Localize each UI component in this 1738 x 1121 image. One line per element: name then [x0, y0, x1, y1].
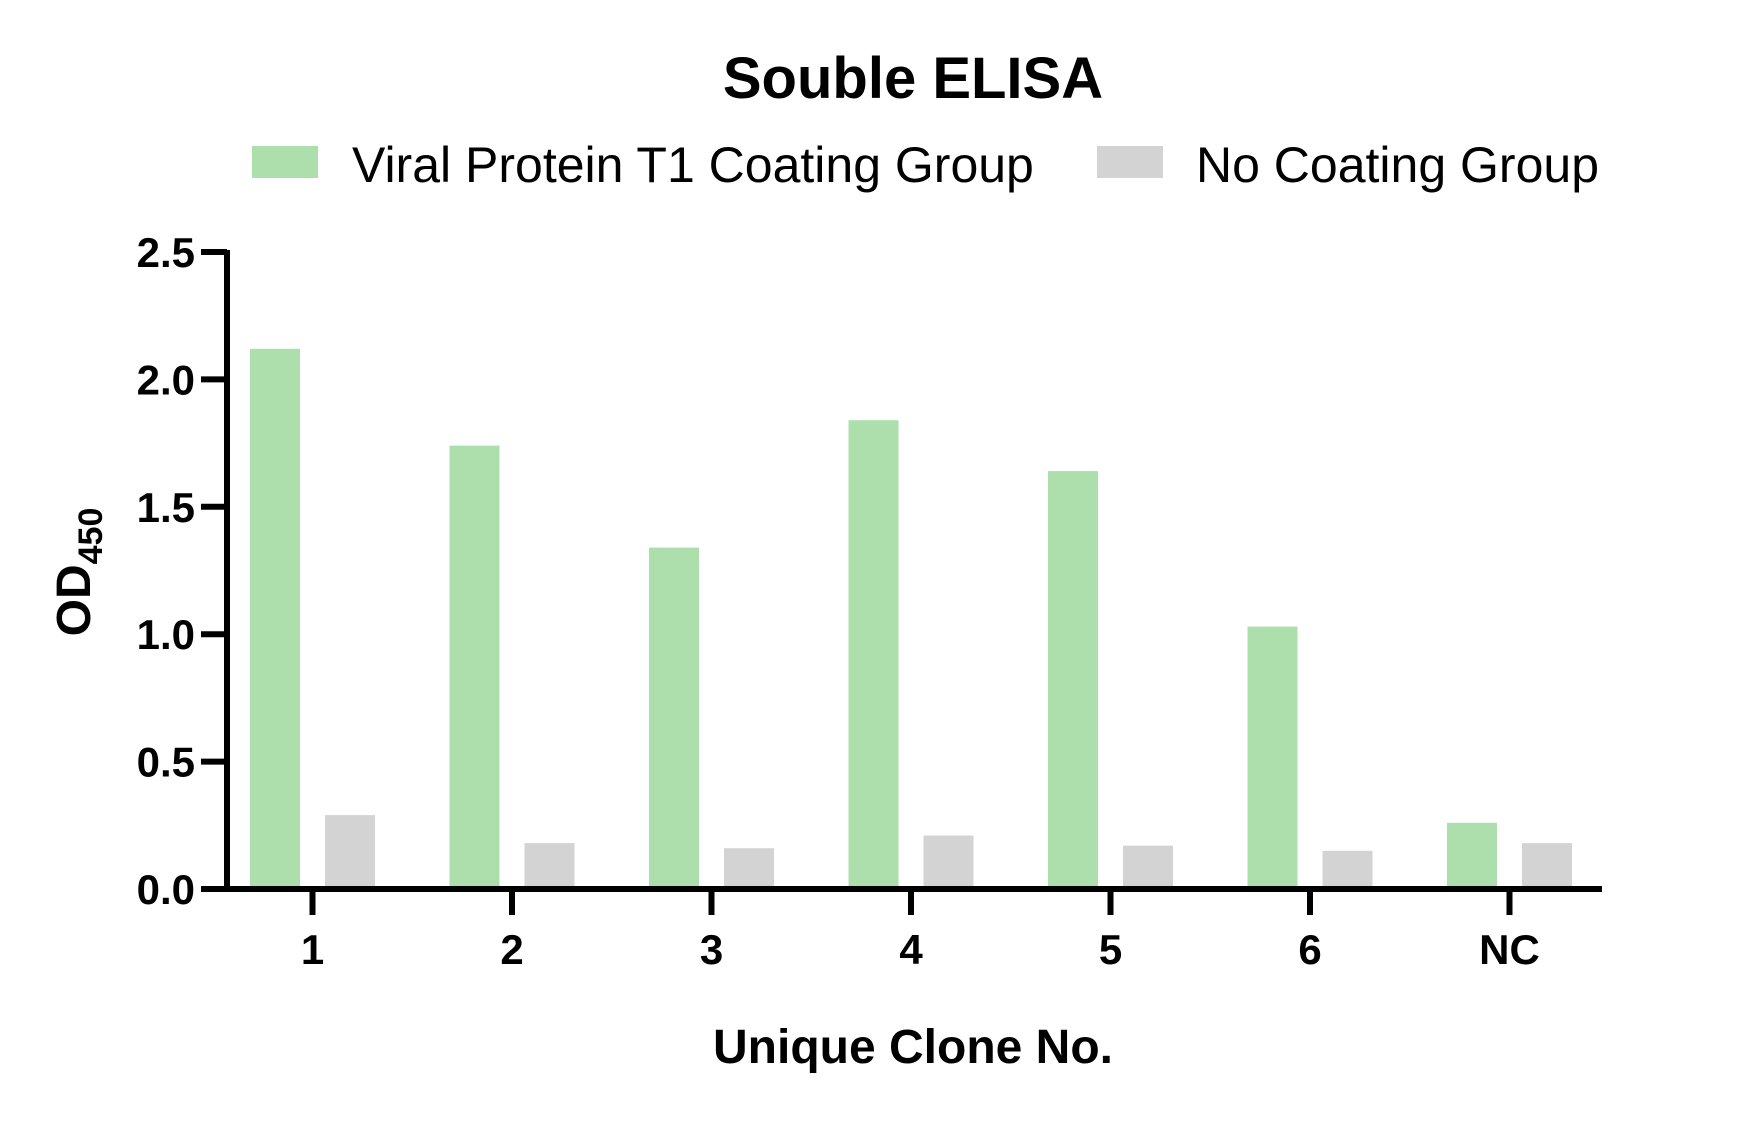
bar-no-coating-5	[1123, 845, 1173, 889]
x-tick-label-nc: NC	[1479, 926, 1540, 973]
x-axis: 1 2 3 4 5 6 NC	[224, 886, 1602, 973]
y-tick-label: 0.0	[137, 866, 195, 913]
bar-no-coating-6	[1322, 850, 1373, 889]
bar-no-coating-2	[524, 843, 575, 889]
y-tick-label: 1.5	[137, 484, 195, 531]
bar-viral-protein-4	[848, 420, 899, 889]
y-axis: 0.0 0.5 1.0 1.5 2.0 2.5	[137, 229, 230, 913]
y-axis-title-main: OD	[48, 564, 101, 636]
x-tick-label-1: 1	[301, 926, 324, 973]
y-tick-label: 2.5	[137, 229, 195, 276]
x-tick-label-3: 3	[700, 926, 723, 973]
x-tick-label-6: 6	[1298, 926, 1321, 973]
bar-viral-protein-5	[1048, 471, 1098, 889]
y-tick-label: 2.0	[137, 356, 195, 403]
legend-label-viral-protein: Viral Protein T1 Coating Group	[352, 137, 1034, 193]
x-tick-label-4: 4	[899, 926, 923, 973]
x-tick-label-2: 2	[500, 926, 523, 973]
legend-label-no-coating: No Coating Group	[1196, 137, 1599, 193]
bar-no-coating-3	[724, 848, 774, 889]
legend-swatch-viral-protein	[252, 146, 318, 178]
legend-swatch-no-coating	[1097, 146, 1163, 178]
x-tick-label-5: 5	[1099, 926, 1122, 973]
bar-viral-protein-1	[250, 348, 300, 889]
x-axis-title: Unique Clone No.	[713, 1021, 1113, 1074]
bar-viral-protein-2	[449, 445, 500, 889]
y-tick-label: 0.5	[137, 739, 195, 786]
bar-viral-protein-3	[649, 547, 699, 889]
bars-group	[250, 348, 1572, 889]
bar-no-coating-nc	[1522, 843, 1572, 889]
y-axis-title: OD450	[48, 508, 110, 637]
bar-viral-protein-6	[1247, 626, 1298, 889]
bar-no-coating-1	[325, 815, 375, 889]
bar-no-coating-4	[923, 835, 974, 889]
y-tick-label: 1.0	[137, 611, 195, 658]
y-axis-title-subscript: 450	[72, 508, 110, 565]
chart-title: Souble ELISA	[723, 46, 1103, 111]
legend: Viral Protein T1 Coating Group No Coatin…	[252, 137, 1599, 193]
bar-viral-protein-nc	[1447, 822, 1497, 889]
